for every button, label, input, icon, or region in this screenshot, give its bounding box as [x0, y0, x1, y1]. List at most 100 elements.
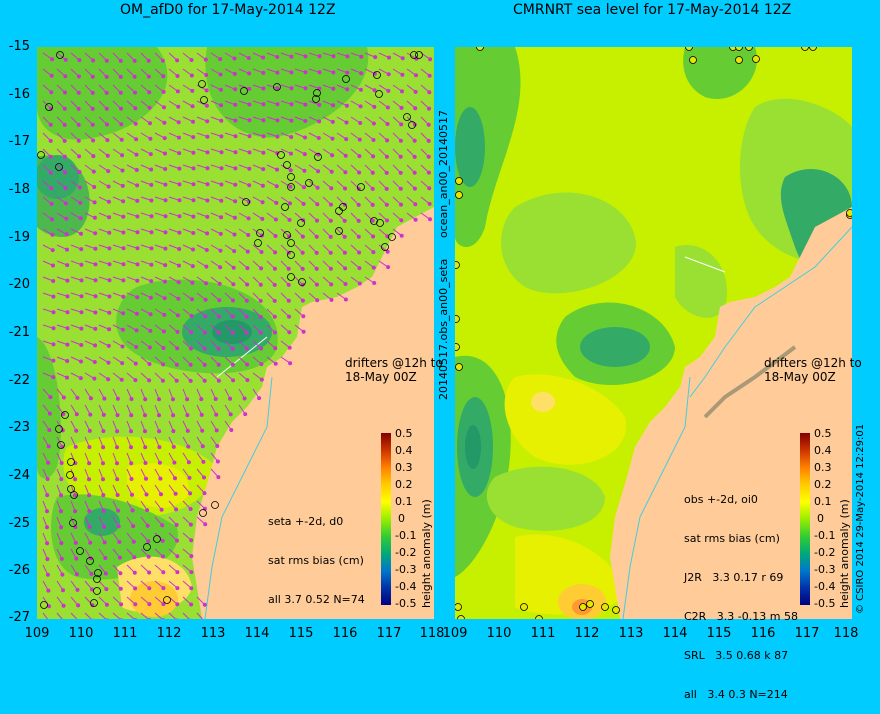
current-vector-head	[91, 154, 95, 158]
current-vector-head	[80, 294, 84, 298]
current-vector-head	[385, 187, 389, 191]
current-vector-head	[144, 477, 148, 481]
current-vector-head	[233, 233, 237, 237]
current-vector-head	[103, 540, 107, 544]
current-vector-head	[358, 138, 362, 142]
current-vector-head	[289, 119, 293, 123]
drifter-marker	[847, 210, 853, 217]
current-vector-head	[93, 200, 97, 204]
current-vector-head	[248, 150, 252, 154]
current-vector-head	[288, 201, 292, 205]
current-vector-head	[150, 246, 154, 250]
current-vector-head	[191, 248, 195, 252]
current-vector-head	[189, 379, 193, 383]
current-vector-head	[148, 106, 152, 110]
colorbar-tick: -0.1	[395, 529, 416, 542]
current-vector-head	[233, 183, 237, 187]
current-vector-head	[64, 201, 68, 205]
current-vector-head	[219, 232, 223, 236]
current-vector-head	[101, 461, 105, 465]
current-vector-head	[92, 170, 96, 174]
current-vector-head	[122, 246, 126, 250]
current-vector-head	[46, 589, 50, 593]
current-vector-head	[413, 155, 417, 159]
current-vector-head	[217, 379, 221, 383]
current-vector-head	[105, 91, 109, 95]
current-vector-head	[129, 413, 133, 417]
current-vector-head	[103, 556, 107, 560]
right-map-title: CMRNRT sea level for 17-May-2014 12Z	[513, 2, 791, 18]
current-vector-head	[177, 120, 181, 124]
current-vector-head	[287, 283, 291, 287]
lon-tick-label: 118	[420, 626, 445, 641]
current-vector-head	[107, 246, 111, 250]
current-vector-head	[118, 571, 122, 575]
current-vector-head	[136, 262, 140, 266]
drifter-marker	[458, 616, 465, 620]
current-vector-head	[247, 87, 251, 91]
current-vector-head	[62, 604, 66, 608]
current-vector-head	[63, 91, 67, 95]
colorbar-tick: -0.1	[814, 529, 835, 542]
current-vector-head	[91, 59, 95, 63]
current-vector-head	[163, 152, 167, 156]
stats-line: all 3.7 0.52 N=74	[268, 593, 365, 606]
current-vector-head	[316, 169, 320, 173]
current-vector-head	[175, 539, 179, 543]
current-vector-head	[231, 378, 235, 382]
current-vector-head	[315, 298, 319, 302]
current-vector-head	[290, 70, 294, 74]
current-vector-head	[133, 571, 137, 575]
drifter-marker	[455, 604, 462, 611]
current-vector-head	[245, 347, 249, 351]
colorbar-tick: 0.4	[395, 444, 413, 457]
current-vector-head	[120, 153, 124, 157]
current-vector-head	[161, 570, 165, 574]
current-vector-head	[135, 153, 139, 157]
current-vector-head	[177, 136, 181, 140]
current-vector-head	[135, 279, 139, 283]
current-vector-head	[428, 74, 432, 78]
current-vector-head	[387, 72, 391, 76]
current-vector-head	[63, 155, 67, 159]
current-vector-head	[134, 137, 138, 141]
current-vector-head	[106, 169, 110, 173]
current-vector-head	[329, 251, 333, 255]
current-vector-head	[192, 198, 196, 202]
current-vector-head	[91, 123, 95, 127]
current-vector-head	[119, 59, 123, 63]
current-vector-head	[189, 570, 193, 574]
current-vector-head	[288, 346, 292, 350]
current-vector-head	[304, 54, 308, 58]
current-vector-head	[399, 218, 403, 222]
current-vector-head	[146, 539, 150, 543]
current-vector-head	[79, 376, 83, 380]
current-vector-head	[106, 377, 110, 381]
drifter-marker	[456, 178, 463, 185]
current-vector-head	[119, 122, 123, 126]
current-vector-head	[46, 461, 50, 465]
current-vector-head	[344, 137, 348, 141]
current-vector-head	[275, 184, 279, 188]
colorbar-tick: 0.1	[814, 495, 832, 508]
current-vector-head	[231, 331, 235, 335]
current-vector-head	[175, 363, 179, 367]
current-vector-head	[79, 247, 83, 251]
current-vector-head	[63, 139, 67, 143]
current-vector-head	[121, 231, 125, 235]
current-vector-head	[101, 477, 105, 481]
current-vector-head	[191, 264, 195, 268]
current-vector-head	[217, 363, 221, 367]
drifter-marker	[580, 604, 587, 611]
current-vector-head	[214, 413, 218, 417]
lon-tick-label: 118	[834, 626, 859, 641]
current-vector-head	[371, 250, 375, 254]
current-vector-head	[357, 266, 361, 270]
current-vector-head	[301, 251, 305, 255]
current-vector-head	[233, 166, 237, 170]
current-vector-head	[59, 541, 63, 545]
current-vector-head	[219, 119, 223, 123]
current-vector-head	[274, 234, 278, 238]
current-vector-head	[77, 123, 81, 127]
current-vector-head	[134, 345, 138, 349]
